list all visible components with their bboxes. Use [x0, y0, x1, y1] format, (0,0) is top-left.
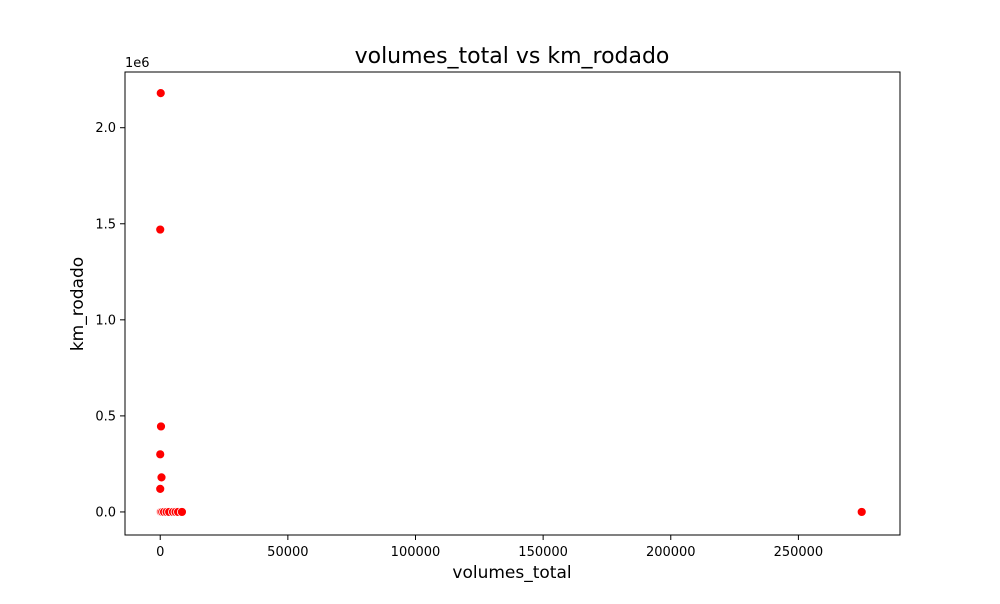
y-tick-label: 1.0	[95, 313, 116, 328]
x-axis-ticks: 0 50000 100000 150000 200000 250000	[156, 535, 823, 560]
y-axis-label: km_rodado	[68, 257, 88, 351]
data-point	[156, 472, 167, 483]
x-tick-label: 100000	[391, 545, 441, 560]
x-tick-label: 50000	[267, 545, 308, 560]
y-tick-label: 0.5	[95, 409, 116, 424]
data-point	[177, 507, 187, 517]
data-point	[155, 224, 166, 235]
data-point	[155, 483, 166, 494]
y-tick-label: 0.0	[95, 505, 116, 520]
y-axis-ticks: 0.0 0.5 1.0 1.5 2.0	[95, 121, 125, 520]
data-point	[155, 88, 166, 99]
data-point	[156, 421, 166, 432]
plot-frame	[124, 71, 901, 536]
x-tick-label: 250000	[774, 545, 824, 560]
x-tick-label: 200000	[646, 545, 696, 560]
x-tick-label: 150000	[518, 545, 568, 560]
y-tick-label: 2.0	[95, 121, 116, 136]
points-layer	[155, 88, 867, 517]
data-point	[155, 449, 166, 460]
x-axis-label: volumes_total	[452, 563, 571, 583]
y-axis-offset-label: 1e6	[125, 56, 150, 71]
data-point	[856, 507, 867, 517]
x-tick-label: 0	[156, 545, 164, 560]
chart-title: volumes_total vs km_rodado	[355, 44, 670, 69]
y-tick-label: 1.5	[95, 217, 116, 232]
